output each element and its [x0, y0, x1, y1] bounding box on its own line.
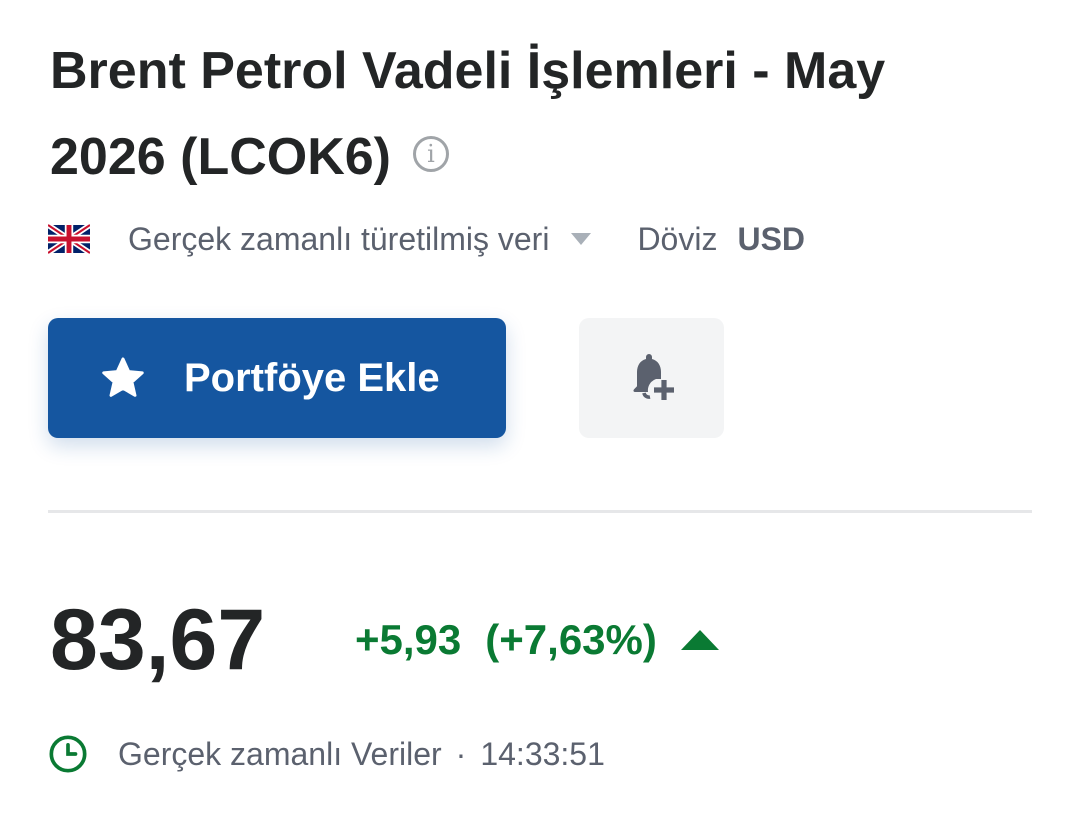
triangle-up-icon: [680, 630, 719, 650]
instrument-name: Brent Petrol Vadeli İşlemleri - May 2026…: [50, 42, 886, 186]
price-change: +5,93 (+7,63%): [355, 612, 719, 668]
bell-plus-icon: [632, 354, 674, 400]
market-status: Gerçek zamanlı Veriler · 14:33:51: [48, 734, 605, 774]
info-circle-icon[interactable]: i: [413, 136, 449, 173]
uk-flag-icon: [48, 223, 90, 255]
divider: [48, 510, 1032, 513]
status-label: Gerçek zamanlı Veriler: [118, 735, 442, 772]
currency-label: Döviz: [637, 220, 718, 257]
change-percent: (+7,63%): [485, 616, 657, 663]
clock-icon: [49, 735, 87, 773]
add-to-portfolio-button[interactable]: Portföye Ekle: [48, 318, 506, 438]
meta-row: Gerçek zamanlı türetilmiş veri Döviz USD: [48, 216, 805, 262]
star-icon: [102, 357, 144, 397]
page-title: Brent Petrol Vadeli İşlemleri - May 2026…: [50, 28, 950, 200]
change-value: +5,93: [355, 616, 462, 663]
last-price: 83,67: [50, 592, 266, 688]
status-time: 14:33:51: [480, 735, 605, 772]
create-alert-button[interactable]: [579, 318, 724, 438]
status-separator: ·: [455, 735, 467, 772]
caret-down-icon[interactable]: [571, 233, 592, 245]
data-source-dropdown[interactable]: Gerçek zamanlı türetilmiş veri: [128, 220, 550, 257]
add-to-portfolio-label: Portföye Ekle: [184, 355, 440, 400]
currency-value: USD: [737, 220, 806, 257]
